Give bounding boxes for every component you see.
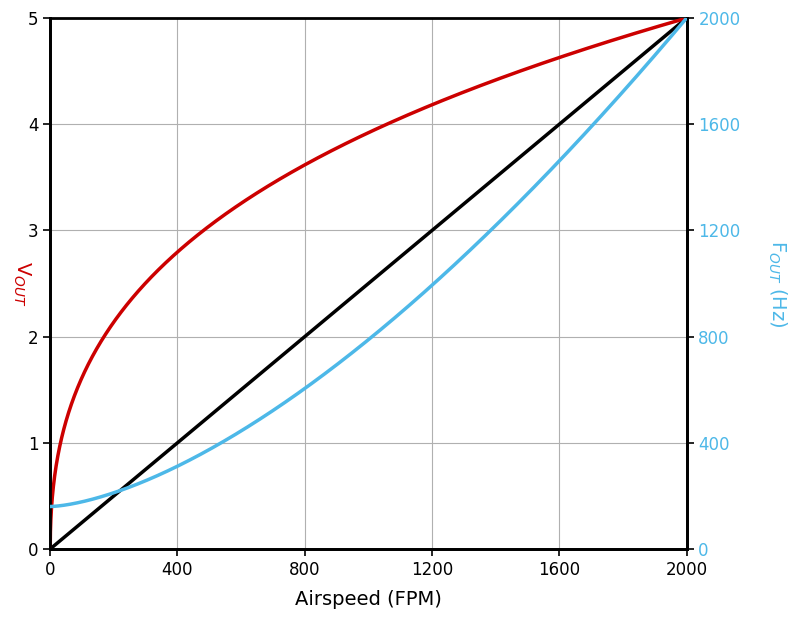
Y-axis label: F$_{OUT}$ (Hz): F$_{OUT}$ (Hz): [765, 240, 788, 327]
X-axis label: Airspeed (FPM): Airspeed (FPM): [295, 590, 442, 609]
Y-axis label: V$_{OUT}$: V$_{OUT}$: [11, 261, 33, 306]
